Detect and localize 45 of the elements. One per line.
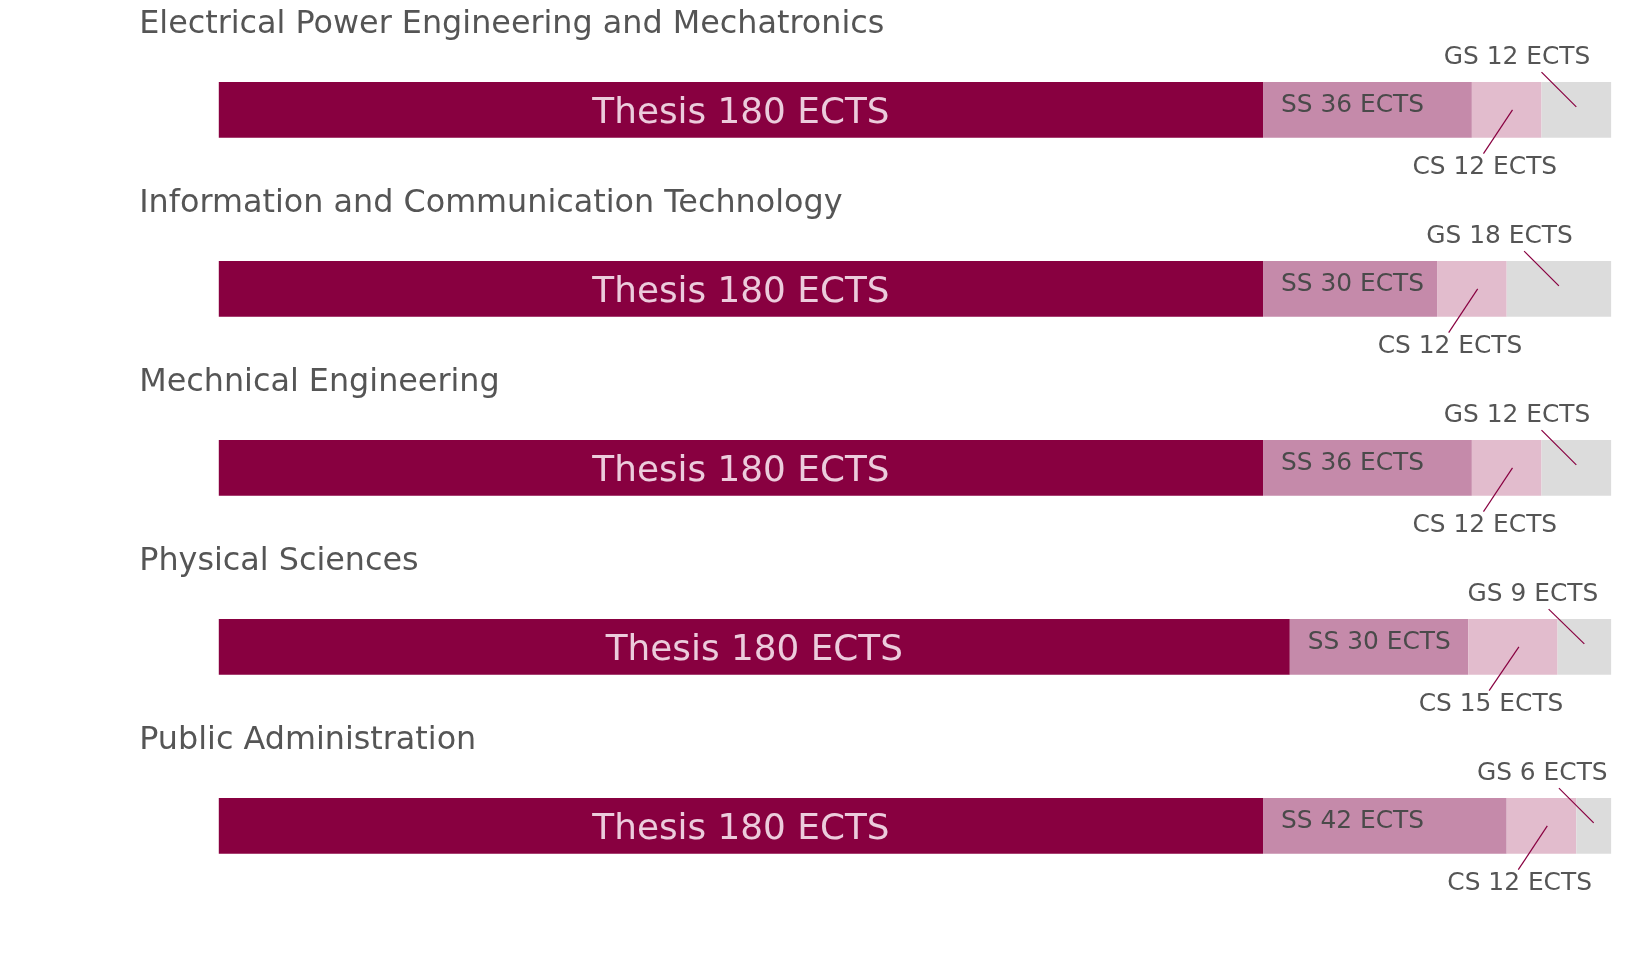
data-label: Thesis 180 ECTS [591, 447, 890, 489]
bar [1468, 619, 1558, 675]
bar [218, 798, 1264, 854]
data-label: Thesis 180 ECTS [591, 805, 890, 847]
data-label: Thesis 180 ECTS [604, 626, 903, 668]
bar [1263, 798, 1507, 854]
chart-title: Mechnical Engineering [139, 361, 500, 400]
bar [1437, 261, 1507, 317]
data-label: CS 12 ECTS [1377, 329, 1523, 359]
data-label: CS 12 ECTS [1412, 508, 1558, 538]
data-label: CS 12 ECTS [1447, 866, 1592, 896]
bar [1541, 82, 1612, 138]
data-label: Thesis 180 ECTS [591, 268, 890, 310]
data-label: GS 18 ECTS [1426, 220, 1573, 250]
data-label: SS 42 ECTS [1280, 804, 1424, 834]
bar [1506, 261, 1612, 317]
data-label: GS 6 ECTS [1476, 757, 1608, 787]
bar [218, 82, 1264, 138]
chart-title: Physical Sciences [139, 540, 419, 579]
chart-title: Public Administration [139, 719, 477, 758]
bar [1557, 619, 1612, 675]
bar [1263, 440, 1472, 496]
chart-title: Information and Communication Technology [139, 182, 843, 221]
bar [1289, 619, 1469, 675]
bar [218, 440, 1264, 496]
bar [1263, 261, 1438, 317]
chart-title: Electrical Power Engineering and Mechatronics [139, 3, 885, 42]
data-label: SS 30 ECTS [1307, 625, 1451, 655]
data-label: CS 15 ECTS [1418, 687, 1564, 717]
bar [1506, 798, 1577, 854]
data-label: CS 12 ECTS [1412, 150, 1558, 180]
data-label: GS 12 ECTS [1443, 41, 1591, 71]
data-label: Thesis 180 ECTS [591, 89, 890, 131]
bar [1576, 798, 1612, 854]
data-label: GS 12 ECTS [1443, 399, 1591, 429]
bar [1541, 440, 1612, 496]
data-label: SS 36 ECTS [1280, 446, 1424, 476]
data-label: SS 30 ECTS [1280, 267, 1424, 297]
data-label: SS 36 ECTS [1280, 88, 1424, 118]
bar [218, 619, 1290, 675]
bar [218, 261, 1264, 317]
bar [1471, 440, 1542, 496]
bar [1263, 82, 1472, 138]
data-label: GS 9 ECTS [1467, 578, 1599, 608]
bar [1471, 82, 1542, 138]
